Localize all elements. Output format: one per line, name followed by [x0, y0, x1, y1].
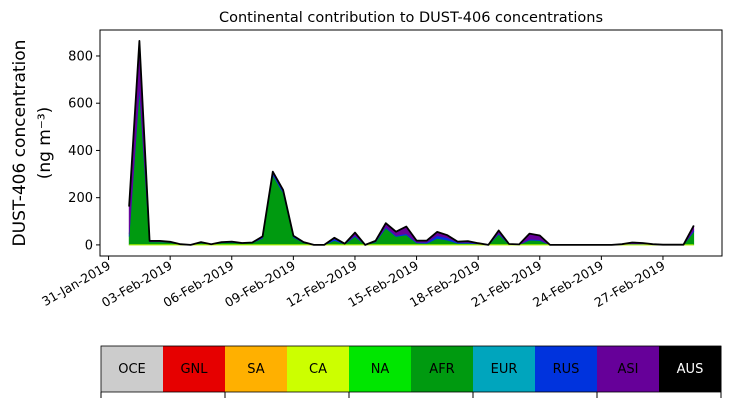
colorbar-label-na: NA: [371, 362, 390, 377]
y-axis-label: DUST-406 concentration (ng m⁻³): [10, 40, 55, 247]
colorbar-swatch-na: [349, 346, 412, 392]
chart-title: Continental contribution to DUST-406 con…: [219, 10, 603, 26]
area-afr: [128, 90, 695, 246]
colorbar-frame: [100, 345, 722, 393]
area-asi: [128, 40, 695, 246]
colorbar-label-sa: SA: [247, 362, 264, 377]
colorbar-swatch-eur: [473, 346, 536, 392]
y-axis-label-line2: (ng m⁻³): [35, 107, 55, 180]
colorbar-swatch-oce: [101, 346, 164, 392]
y-tick-label: 600: [68, 97, 93, 112]
total-line: [128, 40, 695, 246]
colorbar-swatch-asi: [597, 346, 660, 392]
colorbar: OCE GNL SA CA NA AFR EUR RUS ASI AUS: [100, 345, 722, 398]
colorbar-label-oce: OCE: [118, 362, 146, 377]
colorbar-label-rus: RUS: [553, 362, 580, 377]
colorbar-label-aus: AUS: [677, 362, 704, 377]
colorbar-swatch-gnl: [163, 346, 226, 392]
area-rus: [128, 85, 695, 246]
colorbar-swatch-afr: [411, 346, 474, 392]
x-tick-label: 27-Feb-2019: [592, 258, 668, 310]
colorbar-swatch-aus: [659, 346, 722, 392]
axes-frame: [99, 29, 723, 257]
colorbar-label-asi: ASI: [618, 362, 639, 377]
colorbar-swatch-rus: [535, 346, 598, 392]
colorbar-label-afr: AFR: [429, 362, 454, 377]
plot-area: [128, 40, 695, 246]
y-tick-label: 0: [85, 238, 93, 253]
colorbar-label-eur: EUR: [491, 362, 518, 377]
y-axis-label-line1: DUST-406 concentration: [10, 40, 30, 247]
colorbar-swatch-ca: [287, 346, 350, 392]
colorbar-label-gnl: GNL: [180, 362, 208, 377]
y-tick-label: 800: [68, 49, 93, 64]
y-tick-label: 400: [68, 144, 93, 159]
colorbar-swatch-sa: [225, 346, 288, 392]
y-tick-label: 200: [68, 191, 93, 206]
colorbar-label-ca: CA: [309, 362, 327, 377]
